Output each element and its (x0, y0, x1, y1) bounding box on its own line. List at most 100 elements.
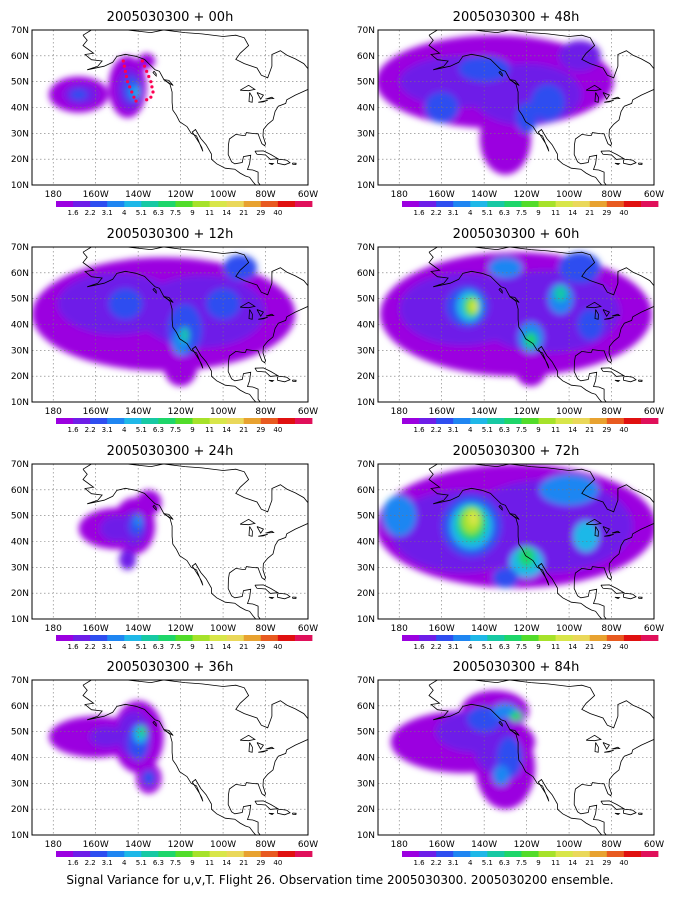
lake (256, 526, 265, 534)
lon-tick-label: 160W (83, 407, 109, 417)
lake (265, 530, 275, 534)
colorbar-swatch (555, 201, 574, 207)
colorbar-swatch (141, 851, 159, 857)
map-area (378, 464, 654, 619)
island (498, 288, 503, 295)
observation-point (149, 95, 153, 99)
map-panel: 2005030300 + 60h 10N 20N 30N 40N 50N 60N 70N 180… (357, 227, 664, 434)
lat-tick-label: 70N (357, 676, 375, 686)
colorbar-swatch (589, 851, 608, 857)
field-contour (488, 257, 523, 278)
colorbar-swatch (572, 635, 591, 641)
lon-tick-label: 80W (601, 624, 621, 634)
field-contour (138, 275, 266, 348)
lon-tick-label: 140W (125, 190, 151, 200)
colorbar-label: 6.3 (153, 426, 164, 434)
lon-tick-label: 140W (471, 407, 497, 417)
colorbar-swatch (538, 201, 556, 207)
lat-tick-label: 50N (357, 295, 375, 305)
observation-point (147, 74, 151, 79)
lat-tick-label: 60N (357, 702, 375, 712)
colorbar-swatch (175, 635, 193, 641)
colorbar-label: 5.1 (482, 643, 493, 651)
coastline (227, 306, 308, 402)
colorbar-label: 14 (222, 643, 231, 651)
colorbar-label: 6.3 (499, 209, 510, 217)
colorbar-swatch (294, 635, 313, 641)
island (638, 162, 643, 166)
colorbar-swatch (56, 851, 74, 857)
colorbar-swatch (436, 635, 454, 641)
island (277, 592, 291, 600)
colorbar-swatch (402, 201, 420, 207)
lon-tick-label: 140W (471, 624, 497, 634)
colorbar-label: 40 (273, 859, 282, 867)
coastlines (82, 247, 308, 402)
colorbar-swatch (623, 201, 642, 207)
map-panel: 2005030300 + 36h 10N 20N 30N 40N 50N 60N 70N 180… (11, 660, 318, 867)
lon-tick-label: 60W (644, 624, 664, 634)
colorbar-swatch (107, 201, 125, 207)
coastline (573, 523, 654, 619)
colorbar-swatch (175, 201, 193, 207)
lon-tick-label: 60W (644, 190, 664, 200)
colorbar-swatch (589, 635, 608, 641)
colorbar-label: 14 (568, 209, 577, 217)
lat-tick-label: 50N (11, 728, 29, 738)
colorbar-swatch (243, 635, 262, 641)
colorbar-swatch (294, 418, 313, 424)
lon-tick-label: 60W (644, 840, 664, 850)
colorbar-label: 11 (551, 643, 560, 651)
colorbar-label: 11 (205, 859, 214, 867)
island (268, 162, 275, 166)
coastline (227, 523, 308, 619)
colorbar-swatch (158, 201, 176, 207)
colorbar-swatch (294, 851, 313, 857)
colorbar-swatch (277, 851, 296, 857)
colorbar-label: 2.2 (431, 643, 442, 651)
lake (239, 734, 256, 742)
lake (239, 518, 256, 526)
lat-tick-label: 50N (357, 78, 375, 88)
colorbar-swatch (243, 201, 262, 207)
colorbar-swatch (124, 635, 142, 641)
field-contour (458, 55, 510, 82)
lat-tick-label: 40N (357, 104, 375, 114)
colorbar-label: 6.3 (499, 859, 510, 867)
colorbar-label: 11 (205, 426, 214, 434)
colorbar-swatch (141, 418, 159, 424)
island (268, 596, 275, 600)
colorbar-label: 40 (619, 426, 628, 434)
island (152, 505, 157, 512)
colorbar-swatch (277, 418, 296, 424)
colorbar-swatch (277, 635, 296, 641)
colorbar-swatch (192, 418, 210, 424)
field-contour (133, 86, 139, 98)
colorbar-label: 7.5 (516, 209, 527, 217)
lon-tick-label: 80W (255, 840, 275, 850)
colorbar-swatch (470, 201, 488, 207)
lon-tick-label: 60W (298, 840, 318, 850)
lake (265, 313, 275, 317)
lat-tick-label: 40N (11, 104, 29, 114)
map-area (32, 464, 308, 619)
colorbar-label: 1.6 (67, 426, 79, 434)
island (498, 721, 503, 728)
colorbar-swatch (453, 201, 471, 207)
colorbar-swatch (141, 635, 159, 641)
colorbar-label: 21 (239, 426, 248, 434)
lon-tick-label: 160W (83, 840, 109, 850)
field-contour (119, 549, 137, 570)
colorbar-swatch (504, 418, 522, 424)
lon-tick-label: 180 (45, 624, 62, 634)
island (152, 71, 157, 78)
colorbar-label: 5.1 (482, 426, 493, 434)
colorbar-swatch (606, 635, 625, 641)
colorbar-swatch (56, 201, 74, 207)
colorbar-swatch (260, 418, 279, 424)
colorbar-swatch (521, 418, 539, 424)
coastline (82, 251, 257, 402)
colorbar-label: 7.5 (170, 426, 181, 434)
colorbar-label: 14 (222, 859, 231, 867)
colorbar-label: 21 (239, 859, 248, 867)
